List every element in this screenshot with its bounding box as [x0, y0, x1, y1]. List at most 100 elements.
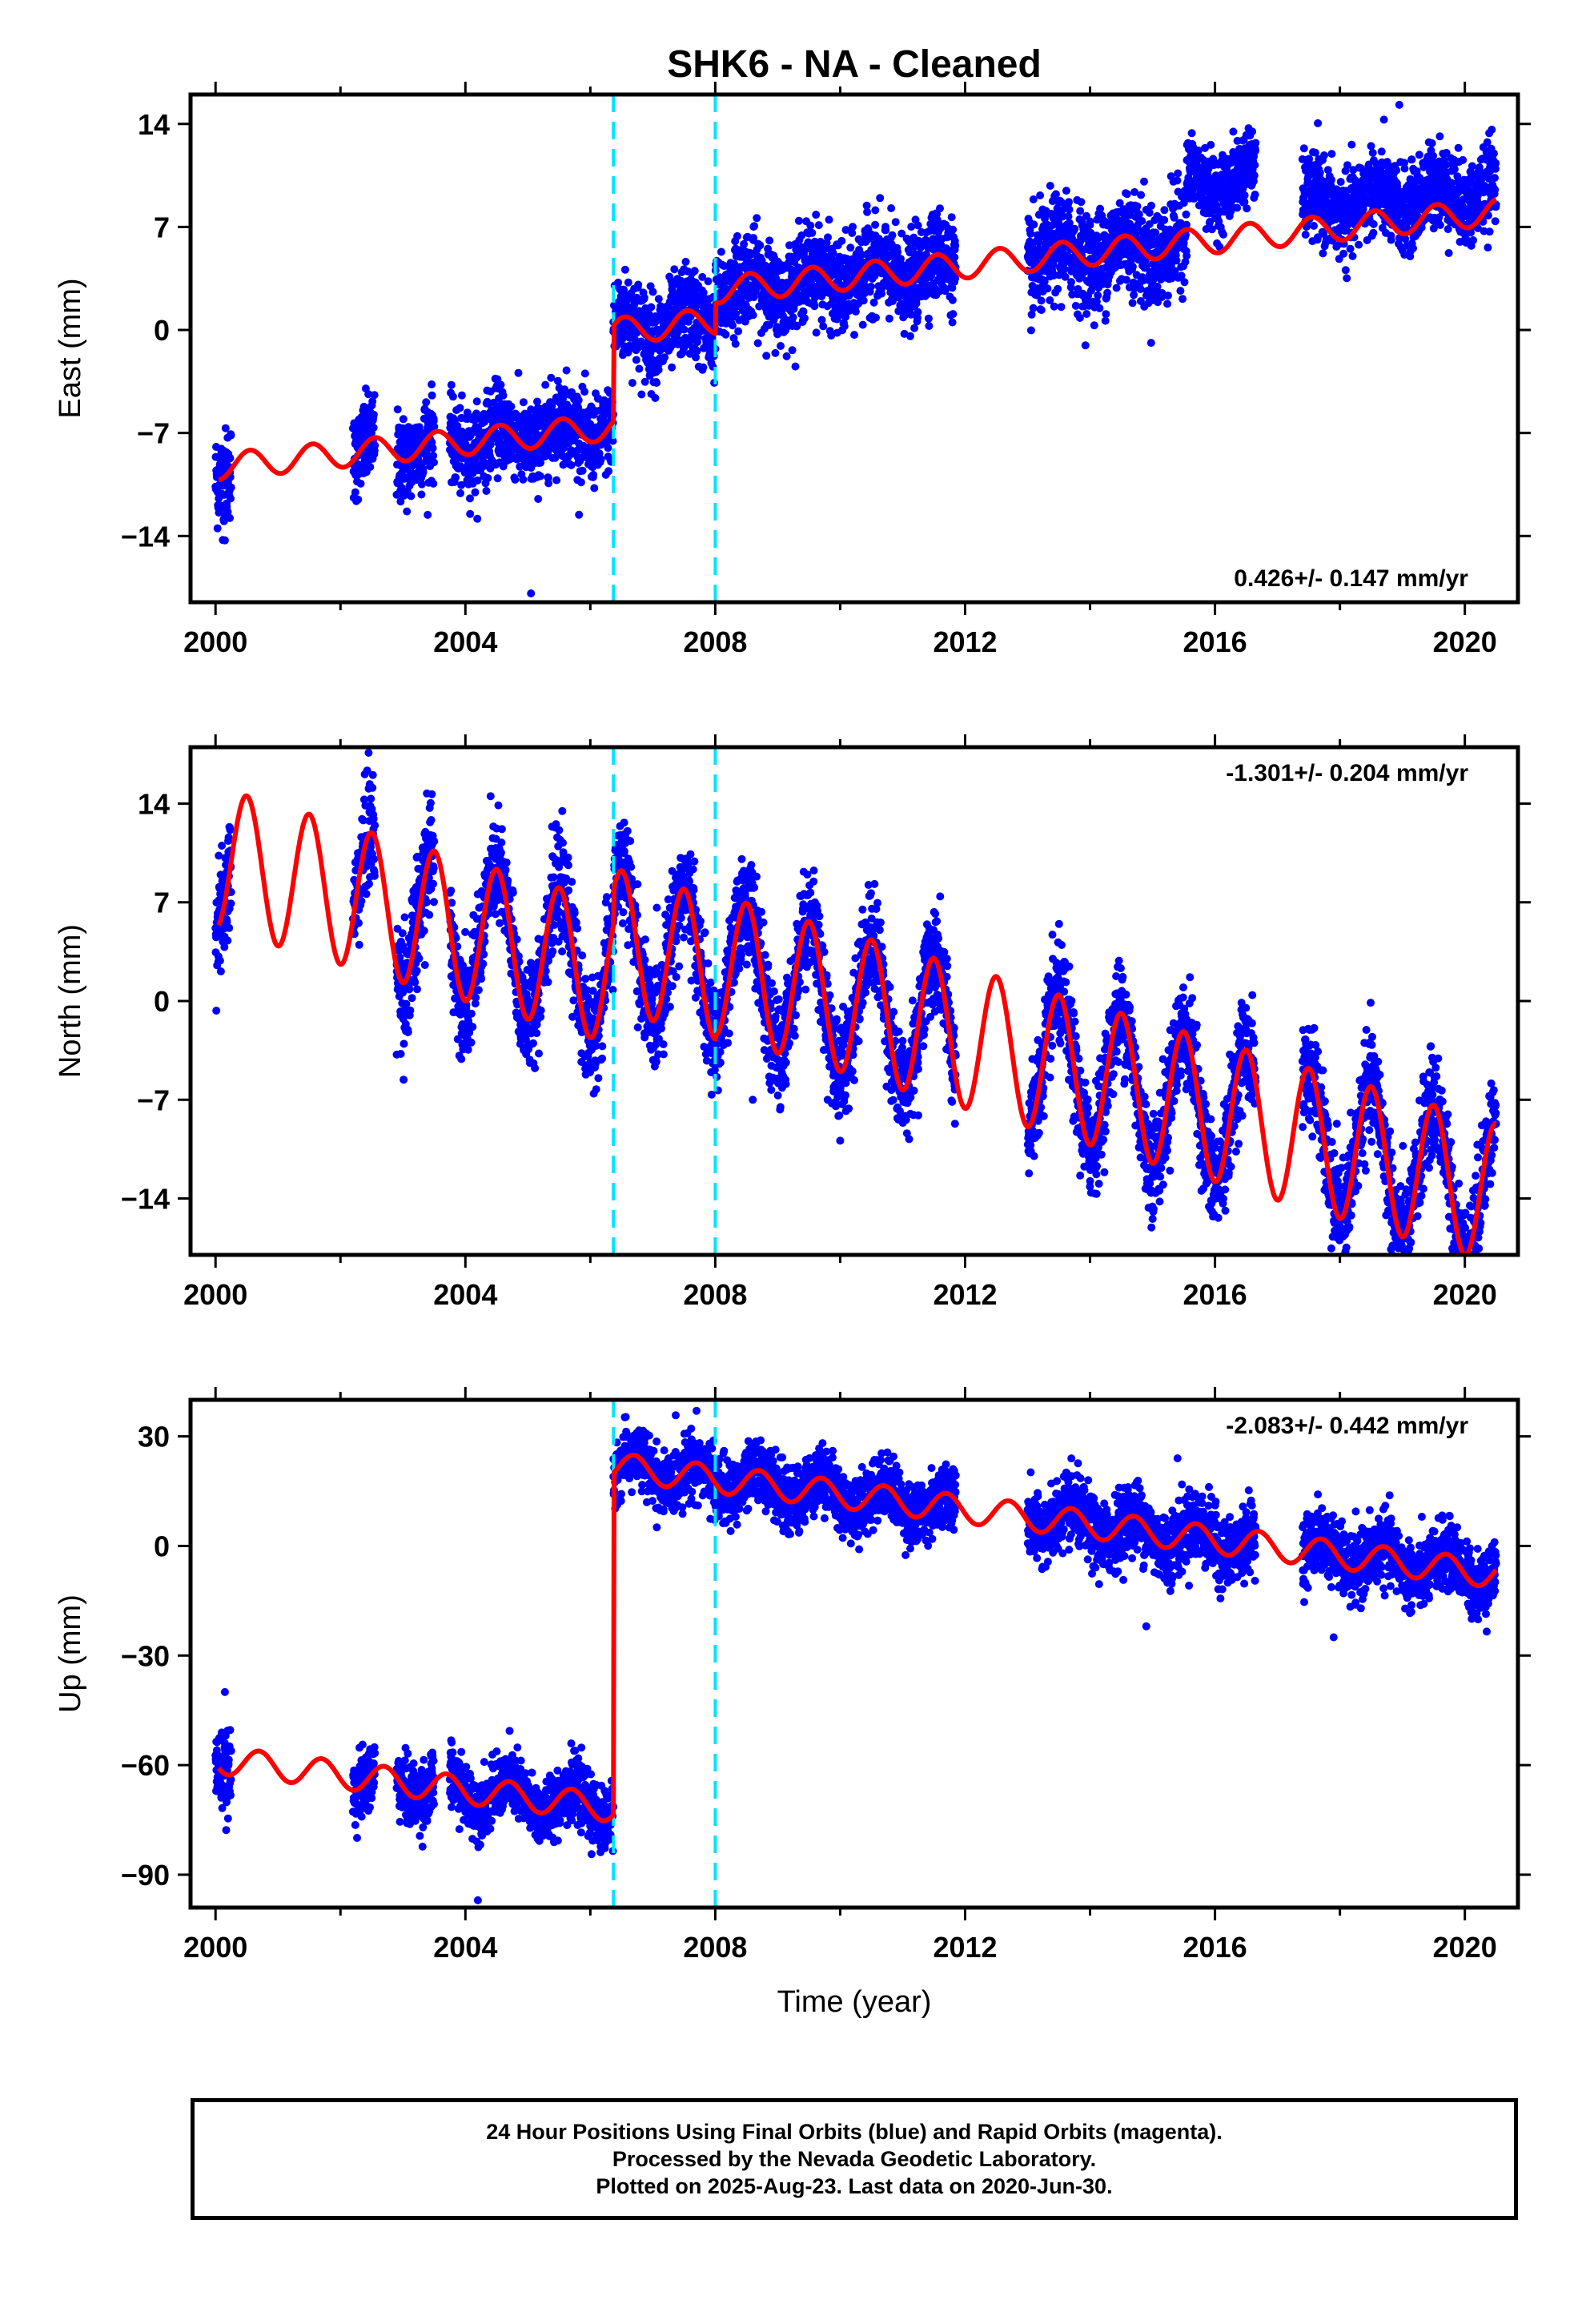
east-data-point [753, 339, 762, 348]
east-data-point [1077, 198, 1086, 207]
east-data-point [637, 390, 646, 399]
east-data-point [1133, 202, 1142, 211]
east-data-point [563, 400, 572, 409]
east-data-point [762, 352, 771, 360]
east-data-point [213, 524, 222, 533]
east-data-point [1160, 206, 1169, 215]
east-data-point [876, 194, 885, 203]
east-data-point [1160, 215, 1169, 224]
east-data-point [1122, 190, 1131, 199]
east-data-point [567, 460, 576, 469]
east-data-point [825, 215, 833, 224]
east-data-point [647, 303, 656, 312]
east-data-point [1076, 207, 1085, 215]
east-data-point [949, 225, 958, 234]
east-data-point [604, 467, 613, 476]
east-data-point [354, 495, 363, 504]
east-data-point [227, 431, 235, 440]
east-data-point [801, 314, 809, 323]
east-data-point [562, 366, 571, 375]
east-data-point [559, 394, 568, 403]
east-data-point [1377, 147, 1386, 156]
east-data-point [499, 391, 508, 400]
east-data-point [1450, 165, 1459, 174]
east-data-point [1145, 208, 1154, 217]
east-data-point [871, 206, 880, 215]
east-data-point [721, 330, 730, 339]
east-data-point [1122, 275, 1130, 284]
east-data-point [366, 463, 375, 472]
east-data-point [1103, 288, 1112, 297]
east-data-point [791, 362, 800, 371]
east-data-point [430, 458, 438, 467]
east-data-point [1248, 127, 1257, 136]
east-data-point [1240, 191, 1249, 199]
east-data-point [1029, 304, 1038, 312]
east-data-point [1207, 140, 1215, 149]
east-data-point [1082, 310, 1091, 318]
east-data-point [541, 380, 550, 389]
east-data-point [519, 398, 528, 407]
east-data-point [1305, 155, 1314, 163]
east-data-point [652, 379, 661, 387]
east-data-point [734, 327, 743, 336]
east-data-point [1173, 176, 1182, 185]
east-data-point [1070, 224, 1079, 233]
east-data-point [1319, 249, 1327, 258]
east-data-point [1251, 147, 1260, 155]
east-data-point [891, 218, 900, 227]
east-data-point [422, 398, 431, 407]
east-data-point [536, 472, 544, 480]
east-data-points [211, 100, 1500, 597]
east-data-point [575, 510, 584, 519]
east-data-point [428, 391, 436, 400]
east-data-point [527, 405, 536, 414]
east-data-point [1415, 151, 1423, 159]
east-data-point [574, 396, 583, 404]
east-data-point [608, 436, 617, 445]
east-data-point [604, 444, 612, 452]
east-data-point [1147, 201, 1155, 210]
east-data-point [463, 408, 472, 417]
east-data-point [227, 494, 235, 503]
east-data-point [1182, 210, 1191, 219]
east-data-point [948, 296, 957, 304]
east-data-point [824, 233, 832, 242]
east-data-point [576, 478, 585, 487]
east-data-point [544, 479, 553, 488]
figure-title: SHK6 - NA - Cleaned [667, 43, 1042, 86]
east-data-point [1310, 222, 1318, 230]
east-data-point [863, 207, 872, 216]
east-data-point [396, 497, 405, 506]
east-data-point [704, 277, 713, 286]
east-data-point [872, 313, 880, 322]
east-data-point [877, 289, 886, 298]
east-data-point [1174, 169, 1182, 178]
east-data-point [1444, 249, 1453, 257]
east-data-point [654, 295, 663, 304]
east-data-point [429, 452, 438, 460]
east-data-point [484, 474, 492, 482]
east-data-point [456, 404, 464, 412]
east-data-point [368, 397, 377, 406]
east-data-point [1037, 306, 1046, 315]
east-data-point [534, 495, 543, 503]
east-data-point [471, 488, 480, 497]
east-data-point [777, 342, 785, 350]
east-data-point [812, 211, 821, 219]
east-data-point [473, 514, 482, 523]
east-data-point [466, 509, 475, 518]
east-data-point [227, 483, 235, 492]
east-data-point [681, 257, 690, 266]
east-data-point [1315, 168, 1324, 177]
east-data-point [888, 231, 897, 239]
east-data-point [536, 458, 545, 467]
east-data-point [580, 388, 589, 396]
east-data-point [936, 204, 944, 213]
east-data-point [482, 487, 491, 495]
east-data-point [849, 223, 857, 231]
east-data-point [624, 278, 632, 287]
east-data-point [580, 369, 589, 378]
east-data-point [457, 391, 466, 400]
